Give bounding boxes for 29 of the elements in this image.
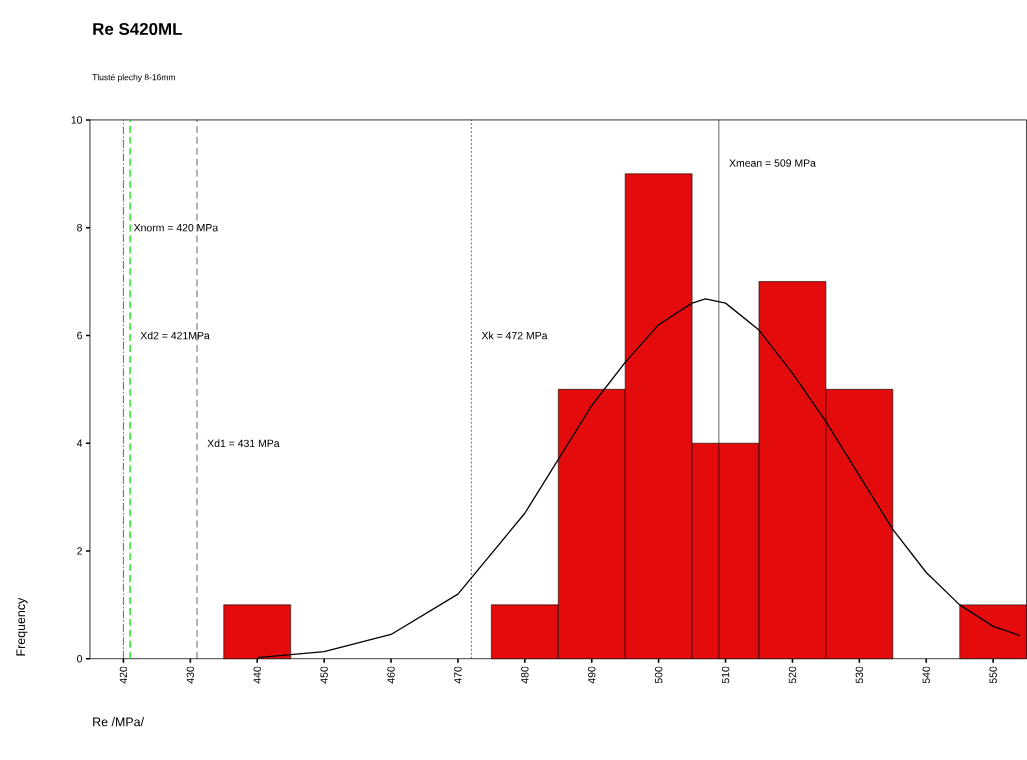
x-tick-label: 510 — [721, 666, 730, 684]
ref-line-label: Xnorm = 420 MPa — [133, 224, 219, 232]
y-tick-label: 8 — [77, 224, 82, 232]
y-tick-label: 4 — [76, 439, 83, 447]
chart-subtitle: Tlusté plechy 8-16mm — [92, 74, 175, 83]
x-tick-label: 460 — [387, 666, 395, 684]
x-tick-label: 500 — [654, 666, 663, 684]
x-tick-label: 420 — [119, 666, 128, 684]
chart-title: Re S420ML — [93, 23, 182, 36]
x-tick-label: 550 — [989, 666, 997, 684]
ref-line-label: Xd1 = 431 MPa — [207, 439, 280, 448]
ref-line-label: Xmean = 509 MPa — [729, 159, 816, 167]
y-tick-label: 2 — [77, 547, 82, 555]
x-tick-label: 480 — [521, 666, 529, 684]
x-tick-label: 490 — [588, 666, 596, 684]
x-tick-label: 470 — [454, 666, 462, 684]
y-tick-label: 6 — [77, 331, 82, 340]
ref-line-label: Xd2 = 421MPa — [140, 331, 210, 340]
x-tick-label: 530 — [855, 666, 864, 684]
y-tick-label: 0 — [77, 655, 83, 663]
ref-line-label: Xk = 472 MPa — [481, 331, 548, 340]
y-axis-title: Frequency — [16, 597, 28, 656]
x-tick-label: 520 — [788, 666, 797, 684]
x-tick-label: 540 — [922, 666, 930, 684]
x-tick-label: 450 — [320, 666, 328, 684]
x-tick-label: 430 — [186, 666, 195, 684]
y-tick-label: 10 — [71, 116, 83, 124]
x-tick-label: 440 — [253, 666, 261, 684]
x-axis-title: Re /MPa/ — [93, 717, 145, 727]
